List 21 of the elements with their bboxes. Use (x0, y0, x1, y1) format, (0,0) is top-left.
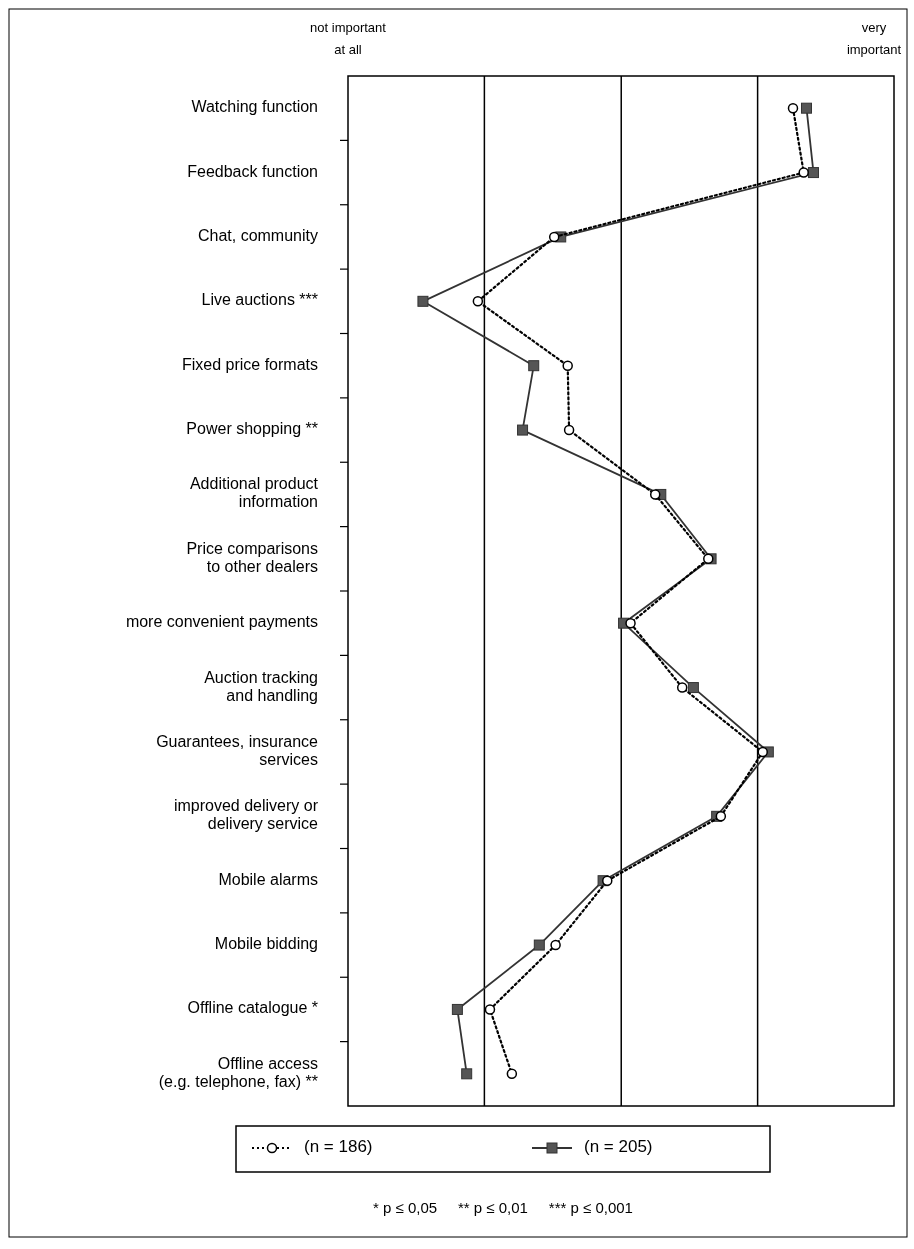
text: * p ≤ 0,05 ** p ≤ 0,01 *** p ≤ 0,001 (373, 1199, 633, 1216)
y-tick-label: Feedback function (187, 162, 318, 180)
y-tick-label: Watching function (191, 98, 318, 116)
y-tick-label: Fixed price formats (181, 355, 318, 373)
y-tick-label: more convenient payments (125, 613, 318, 631)
text: not important at all (310, 20, 387, 58)
y-tick-label: Guarantees, insurance services (156, 733, 319, 769)
y-tick-label: Additional product information (189, 475, 319, 511)
y-tick-label: improved delivery or delivery service (173, 797, 319, 833)
y-tick-label: Auction tracking and handling (204, 668, 318, 704)
text: very important (846, 20, 902, 58)
y-tick-label: Mobile bidding (214, 935, 318, 953)
y-tick-label: Mobile alarms (218, 870, 318, 888)
y-tick-label: Power shopping ** (186, 420, 318, 438)
y-tick-label: Offline access (e.g. telephone, fax) ** (158, 1055, 318, 1091)
y-tick-label: Price comparisons to other dealers (186, 540, 318, 576)
legend-label: (n = 186) (304, 1137, 373, 1157)
y-tick-label: Live auctions *** (201, 291, 318, 309)
legend-label: (n = 205) (584, 1137, 653, 1157)
y-tick-label: Chat, community (197, 227, 318, 245)
y-tick-label: Offline catalogue * (187, 999, 318, 1017)
